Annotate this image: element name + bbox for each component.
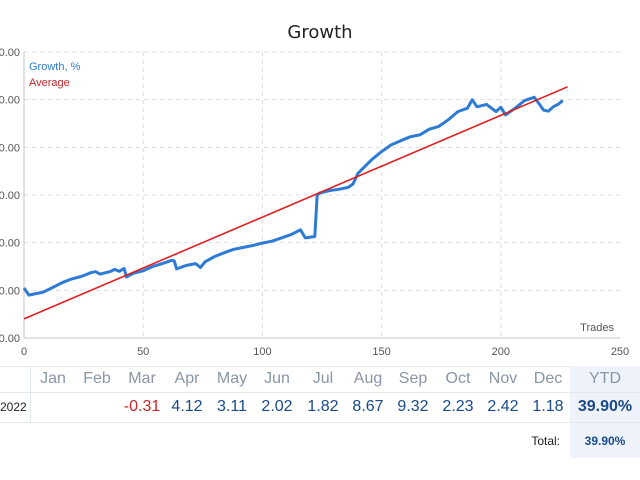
x-tick-labels: 0 50 100 150 200 250 xyxy=(21,346,629,358)
month-values-row: 2022 -0.31 4.12 3.11 2.02 1.82 8.67 9.32 2.23 2.… xyxy=(0,394,640,420)
x-axis-label: Trades xyxy=(580,322,614,334)
month-header: Feb xyxy=(83,370,111,387)
x-tick-label: 50 xyxy=(137,346,149,358)
month-header: Nov xyxy=(488,370,518,387)
legend-growth: Growth, % xyxy=(29,61,81,73)
year-label: 2022 xyxy=(0,400,27,414)
month-header: May xyxy=(216,370,248,387)
average-series-line xyxy=(23,86,568,320)
header-divider xyxy=(0,392,640,393)
month-header: Aug xyxy=(353,370,383,387)
growth-series-line xyxy=(22,95,564,297)
total-row: Total: 39.90% xyxy=(0,428,640,454)
month-header: Oct xyxy=(445,370,471,387)
table-top-divider xyxy=(0,366,640,367)
month-value: 4.12 xyxy=(171,398,203,415)
month-value: 9.32 xyxy=(397,398,429,415)
y-tick-label: 50.00 xyxy=(0,95,20,107)
x-tick-label: 200 xyxy=(492,346,510,358)
y-tick-label: 0.00 xyxy=(0,333,20,345)
y-tick-labels: 0.00 10.00 20.00 30.00 40.00 50.00 60.00 xyxy=(0,47,20,345)
x-tick-label: 150 xyxy=(372,346,390,358)
table-header-row xyxy=(0,366,640,458)
month-value: 8.67 xyxy=(352,398,384,415)
x-tick-label: 250 xyxy=(611,346,629,358)
month-header: Jan xyxy=(40,370,66,387)
total-label: Total: xyxy=(531,434,560,448)
month-value: 2.42 xyxy=(487,398,519,415)
legend-average: Average xyxy=(29,77,70,89)
x-tick-label: 100 xyxy=(253,346,271,358)
month-header: Jul xyxy=(312,370,334,387)
month-header: YTD xyxy=(589,370,621,387)
vertical-divider xyxy=(30,366,31,422)
month-header-row: Jan Feb Mar Apr May Jun Jul Aug Sep Oct Nov Dec YTD xyxy=(0,366,640,392)
month-value: -0.31 xyxy=(123,398,161,415)
month-value: 3.11 xyxy=(217,398,247,415)
y-tick-label: 60.00 xyxy=(0,47,20,59)
month-value: 1.18 xyxy=(532,398,564,415)
x-tick-label: 0 xyxy=(21,346,27,358)
month-header: Sep xyxy=(398,370,428,387)
month-header: Mar xyxy=(128,370,156,387)
total-value: 39.90% xyxy=(584,434,626,448)
y-tick-label: 20.00 xyxy=(0,238,20,250)
grid-lines xyxy=(24,51,620,338)
y-tick-label: 10.00 xyxy=(0,285,20,297)
month-value: 1.82 xyxy=(307,398,339,415)
month-value: 2.23 xyxy=(442,398,474,415)
chart-title: Growth xyxy=(287,22,353,43)
y-tick-label: 40.00 xyxy=(0,142,20,154)
month-value: 2.02 xyxy=(261,398,293,415)
month-header: Apr xyxy=(174,370,200,387)
ytd-value: 39.90% xyxy=(577,398,633,415)
ytd-column-bg xyxy=(570,366,640,458)
month-header: Jun xyxy=(264,370,290,387)
month-header: Dec xyxy=(533,370,563,387)
growth-chart: 0.00 10.00 20.00 30.00 40.00 50.00 60.00 0 50 10… xyxy=(0,47,629,358)
series xyxy=(22,86,568,320)
values-divider xyxy=(0,422,640,423)
y-tick-label: 30.00 xyxy=(0,190,20,202)
